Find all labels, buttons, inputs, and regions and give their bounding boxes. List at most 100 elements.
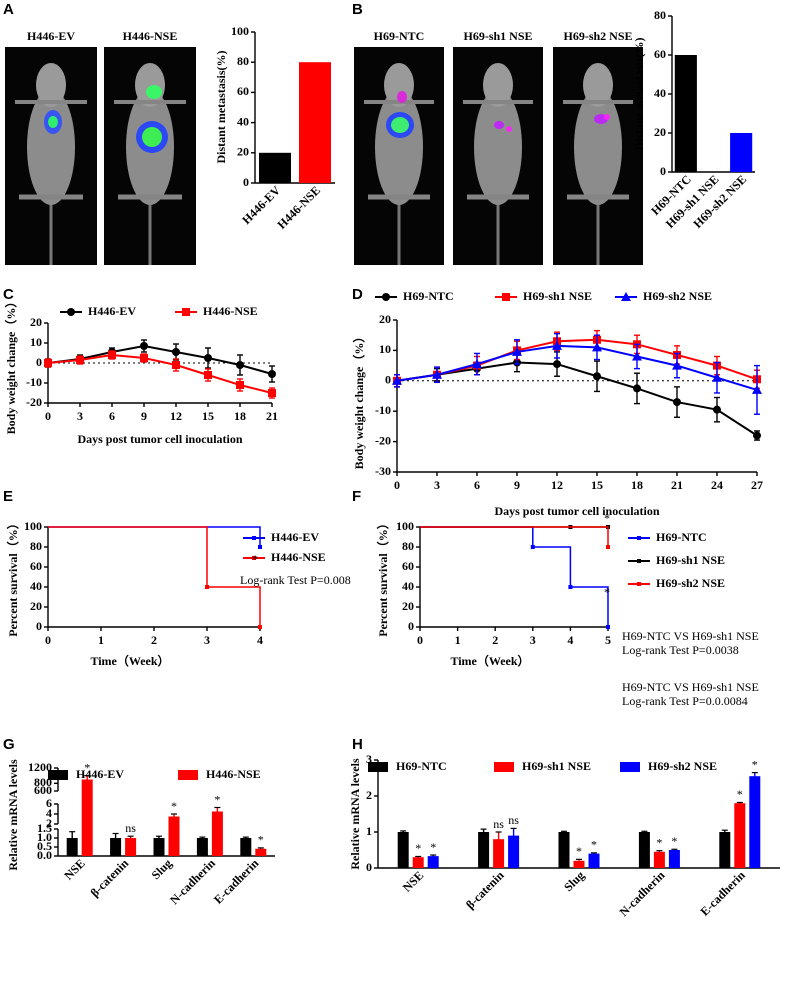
bar	[125, 838, 137, 856]
bar	[638, 832, 650, 868]
y-axis-title: Relative mRNA levels	[6, 759, 20, 871]
legend-label: H446-NSE	[203, 304, 258, 318]
panel-label: G	[3, 736, 15, 753]
legend-marker	[637, 559, 641, 563]
x-tick-label: NSE	[61, 856, 87, 882]
x-tick-label: 27	[751, 478, 763, 492]
marker	[633, 384, 641, 393]
x-tick-label: 3	[530, 633, 536, 647]
bar	[255, 848, 267, 856]
legend-marker	[502, 293, 510, 301]
y-tick-label: 0	[660, 164, 666, 178]
x-tick-label: 24	[711, 478, 723, 492]
x-tick-label: 21	[266, 409, 278, 423]
x-tick-label: NSE	[400, 868, 426, 894]
marker	[140, 342, 148, 350]
marker	[553, 360, 561, 369]
y-tick-label: 100	[396, 519, 414, 533]
legend-marker	[67, 308, 75, 316]
bar	[427, 856, 439, 868]
x-tick-label: β-catenin	[88, 856, 132, 900]
marker	[432, 369, 442, 379]
survival-curve	[420, 526, 609, 627]
legend-label: H446-NSE	[271, 550, 326, 564]
x-tick-label: 0	[394, 478, 400, 492]
legend-label: H69-NTC	[656, 530, 707, 544]
legend-label: H69-sh2 NSE	[643, 289, 712, 303]
bar	[674, 55, 697, 172]
series-line	[396, 344, 758, 391]
x-axis-title: Days post tumor cell inoculation	[494, 504, 659, 518]
y-axis-title: Percent survival（%）	[5, 517, 20, 636]
y-tick-label: 3	[366, 752, 372, 766]
x-tick-label: 5	[605, 633, 611, 647]
y-tick-label: 10	[379, 342, 391, 356]
x-tick-label: 15	[591, 478, 603, 492]
marker	[472, 359, 482, 369]
note: Log-rank Test P=0.0.0084	[622, 694, 748, 708]
marker	[672, 360, 682, 370]
bar	[749, 776, 761, 868]
significance-label: *	[752, 757, 758, 771]
y-axis-title: Distant metastasis(%)	[214, 51, 228, 164]
bar	[412, 857, 424, 868]
legend-swatch	[620, 762, 640, 772]
marker	[204, 371, 212, 379]
y-tick-label: 40	[402, 579, 414, 593]
y-axis-title: Body weight change（%）	[351, 331, 366, 470]
x-tick-label: N-cadherin	[167, 856, 218, 907]
x-tick-label: 15	[202, 409, 214, 423]
significance-label: *	[214, 792, 220, 806]
marker	[172, 361, 180, 369]
marker	[76, 356, 84, 364]
x-tick-label: Slug	[149, 856, 175, 882]
legend-label: H446-EV	[88, 304, 136, 318]
y-tick-label: -20	[26, 395, 42, 409]
note: H69-NTC VS H69-sh1 NSE	[622, 629, 759, 643]
legend-swatch	[368, 762, 388, 772]
y-tick-label: 80	[654, 8, 666, 22]
y-tick-label: 80	[402, 539, 414, 553]
significance-label: *	[415, 841, 421, 855]
significance-label: ns	[493, 817, 504, 831]
x-tick-label: 4	[257, 633, 263, 647]
survival-curve	[420, 526, 609, 547]
signal	[146, 85, 162, 99]
y-tick-label: 80	[30, 539, 42, 553]
x-tick-label: 3	[434, 478, 440, 492]
legend-label: H446-EV	[76, 767, 124, 781]
series-line	[396, 361, 758, 437]
signal	[397, 91, 407, 103]
bar	[196, 838, 208, 856]
bar	[508, 835, 520, 868]
panel-label: H	[352, 736, 363, 753]
y-axis-title: Percent survival（%）	[375, 517, 390, 636]
bar	[66, 838, 78, 856]
marker	[236, 361, 244, 369]
y-tick-label: 40	[237, 114, 249, 128]
marker	[172, 348, 180, 356]
bar	[730, 133, 753, 172]
x-axis-title: Time（Week）	[450, 653, 529, 668]
significance-label: *	[258, 833, 264, 847]
signal	[494, 121, 504, 129]
legend-label: H446-EV	[271, 530, 319, 544]
series-line	[47, 344, 273, 375]
x-tick-label: 6	[474, 478, 480, 492]
marker	[712, 372, 722, 382]
x-tick-label: 2	[151, 633, 157, 647]
legend-marker	[252, 536, 256, 540]
panel-label: D	[352, 286, 363, 303]
legend-label: H69-sh1 NSE	[523, 289, 592, 303]
significance-label: *	[576, 844, 582, 858]
significance-label: ns	[508, 813, 519, 827]
bar	[211, 811, 223, 856]
x-axis-title: Time（Week）	[90, 653, 169, 668]
survival-curve	[48, 526, 261, 627]
bar	[653, 851, 665, 868]
y-tick-label: -20	[375, 433, 391, 447]
bar	[573, 860, 585, 868]
panel-label: E	[3, 488, 13, 505]
image-label: H446-NSE	[123, 29, 178, 43]
